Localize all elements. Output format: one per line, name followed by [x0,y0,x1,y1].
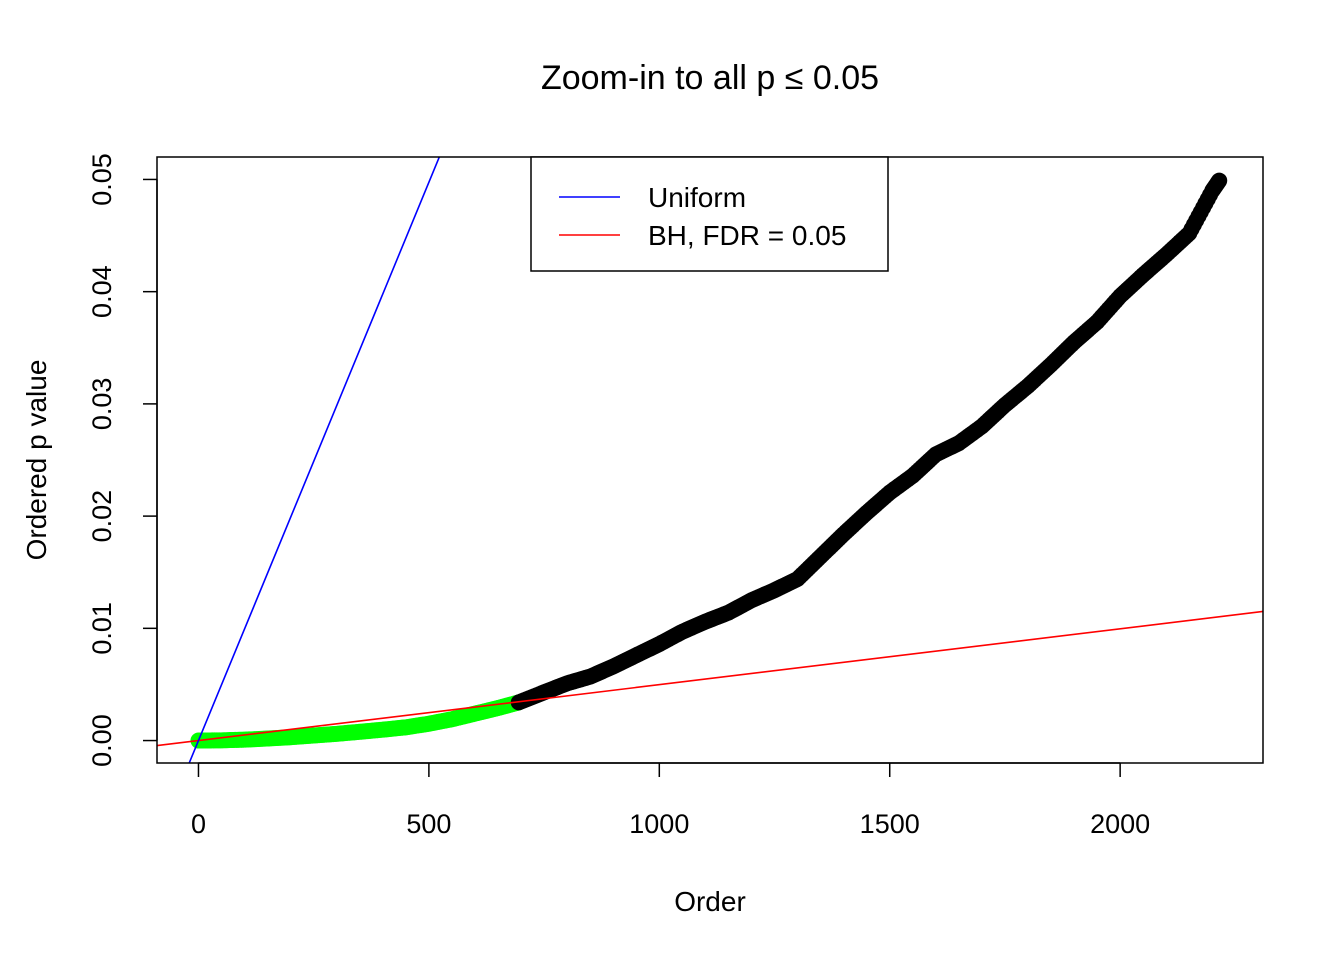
bh-line [157,610,1263,747]
chart-title: Zoom-in to all p ≤ 0.05 [541,59,879,97]
y-tick-label: 0.03 [87,378,117,431]
y-axis: 0.00 0.01 0.02 0.03 0.04 0.05 [87,153,158,767]
series-1 [510,172,1228,711]
y-tick-label: 0.04 [87,265,117,318]
legend: Uniform BH, FDR = 0.05 [530,156,889,272]
data-point [1211,172,1228,189]
y-tick-label: 0.02 [87,490,117,543]
legend-label-uniform: Uniform [648,182,746,213]
x-tick-label: 2000 [1090,809,1150,839]
x-tick-label: 500 [406,809,451,839]
x-axis: 0 500 1000 1500 2000 [191,762,1150,839]
legend-box [530,156,889,272]
y-tick-label: 0.00 [87,714,117,767]
x-tick-label: 0 [191,809,206,839]
uniform-line [188,157,441,763]
y-tick-label: 0.01 [87,602,117,655]
x-axis-label: Order [674,886,746,917]
x-tick-label: 1500 [860,809,920,839]
x-tick-label: 1000 [629,809,689,839]
plot-series [190,172,1228,749]
reference-lines [157,157,1263,763]
y-tick-label: 0.05 [87,153,117,206]
series-0 [190,694,527,749]
legend-label-bh: BH, FDR = 0.05 [648,220,846,251]
y-axis-label: Ordered p value [21,360,52,561]
